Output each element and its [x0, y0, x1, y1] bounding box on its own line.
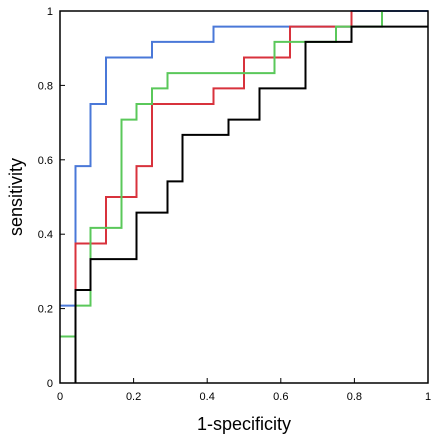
- series-layer: [60, 10, 428, 383]
- x-tick-label: 0: [57, 391, 63, 403]
- x-tick-label: 0.8: [347, 391, 362, 403]
- roc-curve-series-2: [60, 11, 353, 338]
- y-axis-title: sensitivity: [6, 158, 26, 236]
- y-axis-ticks: 0 0.2 0.4 0.6 0.8 1: [38, 6, 65, 390]
- y-tick-label: 0.6: [38, 155, 53, 167]
- x-tick-label: 1: [425, 391, 431, 403]
- y-tick-label: 0.2: [38, 304, 53, 316]
- roc-curve-series-1: [60, 10, 428, 307]
- plot-frame: [59, 10, 429, 384]
- y-tick-label: 1: [47, 6, 53, 18]
- roc-curve-series-4: [74, 25, 428, 383]
- y-tick-label: 0.8: [38, 80, 53, 92]
- x-tick-label: 0.2: [126, 391, 141, 403]
- y-tick-label: 0: [47, 378, 53, 390]
- x-axis-ticks: 0 0.2 0.4 0.6 0.8 1: [57, 378, 431, 403]
- x-tick-label: 0.4: [200, 391, 215, 403]
- roc-curve-series-3: [60, 11, 383, 338]
- y-tick-label: 0.4: [38, 229, 53, 241]
- x-axis-title: 1-specificity: [197, 414, 291, 434]
- x-tick-label: 0.6: [273, 391, 288, 403]
